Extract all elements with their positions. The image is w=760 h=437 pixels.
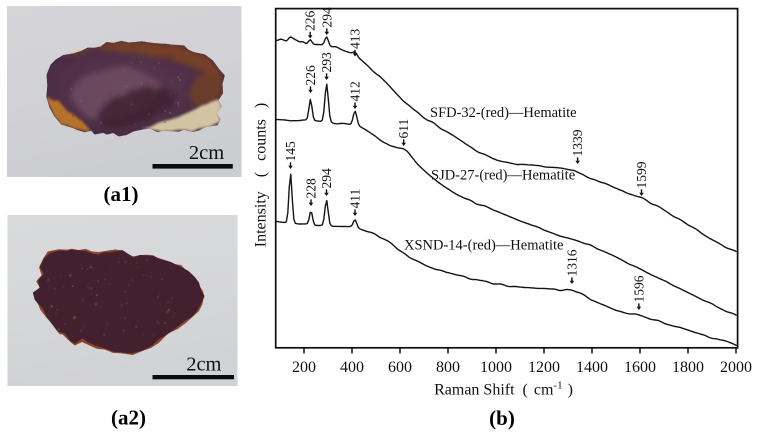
svg-text:226: 226 [303, 11, 318, 32]
svg-text:294: 294 [319, 7, 334, 28]
svg-text:411: 411 [348, 189, 363, 209]
svg-text:1000: 1000 [480, 359, 512, 376]
svg-text:228: 228 [304, 178, 319, 199]
svg-text:1599: 1599 [634, 161, 649, 188]
svg-text:1400: 1400 [576, 359, 608, 376]
svg-text:1800: 1800 [672, 359, 704, 376]
svg-text:611: 611 [396, 119, 411, 139]
svg-text:413: 413 [348, 29, 363, 50]
svg-text:2000: 2000 [720, 359, 752, 376]
svg-text:600: 600 [388, 359, 412, 376]
svg-text:200: 200 [292, 359, 316, 376]
svg-text:400: 400 [340, 359, 364, 376]
svg-text:2cm: 2cm [186, 354, 221, 376]
svg-text:294: 294 [319, 168, 334, 189]
svg-text:(b): (b) [489, 406, 515, 430]
svg-text:Raman Shift(cm-1): Raman Shift(cm-1) [434, 380, 573, 399]
svg-text:2cm: 2cm [189, 142, 224, 164]
svg-text:(a2): (a2) [111, 406, 146, 430]
svg-text:1596: 1596 [631, 275, 646, 302]
svg-text:1600: 1600 [624, 359, 656, 376]
svg-text:XSND-14-(red)—Hematite: XSND-14-(red)—Hematite [404, 238, 563, 254]
svg-text:Intensity(counts): Intensity(counts) [253, 103, 270, 247]
svg-text:SJD-27-(red)—Hematite: SJD-27-(red)—Hematite [431, 168, 575, 184]
svg-text:145: 145 [283, 141, 298, 162]
svg-text:1339: 1339 [570, 129, 585, 156]
svg-text:(a1): (a1) [104, 182, 139, 206]
svg-text:412: 412 [348, 81, 363, 101]
svg-text:1200: 1200 [528, 359, 560, 376]
svg-text:226: 226 [303, 65, 318, 86]
svg-text:800: 800 [436, 359, 460, 376]
svg-text:293: 293 [319, 52, 334, 73]
svg-text:1316: 1316 [564, 249, 579, 276]
svg-text:SFD-32-(red)—Hematite: SFD-32-(red)—Hematite [430, 105, 577, 121]
